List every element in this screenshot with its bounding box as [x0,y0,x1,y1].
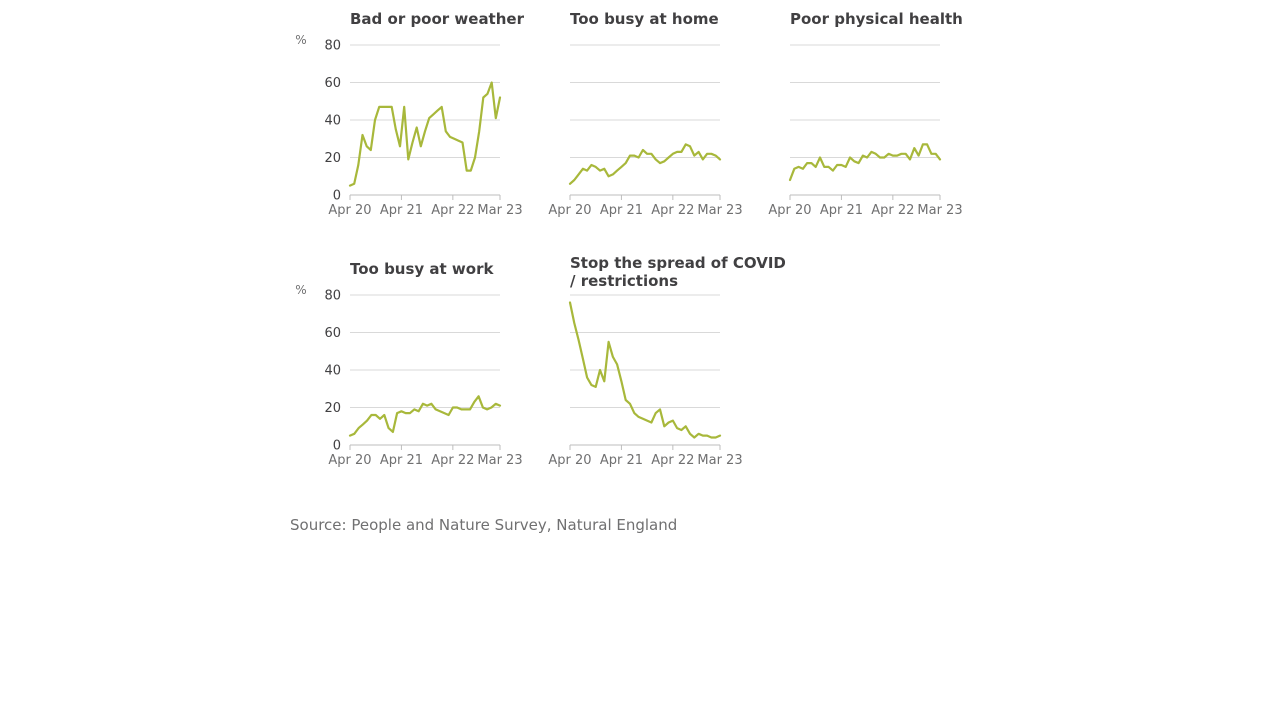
panel-title: Too busy at work [350,260,494,278]
y-axis-unit: % [295,33,306,47]
series-line [348,81,502,187]
panel-title: Bad or poor weather [350,10,525,28]
x-tick-label: Apr 22 [431,453,474,468]
chart-panel-5: Stop the spread of COVID/ restrictions Ap… [548,254,785,468]
x-tick-label: Mar 23 [917,203,962,218]
x-tick-label: Apr 20 [768,203,811,218]
series-line [348,395,502,437]
chart-panel-2: Too busy at home Apr 20 Apr 21 Apr 22 Mar 23 [548,10,742,218]
series-line [568,301,722,439]
x-tick-label: Apr 22 [651,203,694,218]
y-tick-label: 80 [324,39,341,54]
y-tick-label: 80 [324,289,341,304]
y-tick-label: 20 [324,401,341,416]
series-line [788,143,942,182]
y-tick-label: 0 [333,189,341,204]
x-tick-label: Mar 23 [477,203,522,218]
x-tick-label: Apr 21 [600,453,643,468]
chart-panel-1: Bad or poor weather 0 20 40 60 80% Apr 20 Apr 2… [295,10,524,218]
chart-panel-4: Too busy at work 0 20 40 60 80% Apr 20 Apr 21 Ap… [295,260,522,468]
y-tick-label: 40 [324,364,341,379]
panel-title: Stop the spread of COVID [570,254,786,272]
x-tick-label: Mar 23 [697,453,742,468]
x-tick-label: Apr 20 [328,453,371,468]
x-tick-label: Apr 20 [548,203,591,218]
x-tick-label: Apr 21 [600,203,643,218]
y-tick-label: 0 [333,439,341,454]
x-tick-label: Apr 21 [380,203,423,218]
x-tick-label: Apr 22 [871,203,914,218]
y-axis-unit: % [295,283,306,297]
x-tick-label: Apr 22 [431,203,474,218]
y-tick-label: 60 [324,326,341,341]
y-tick-label: 40 [324,114,341,129]
panel-title: Poor physical health [790,10,963,28]
x-tick-label: Mar 23 [477,453,522,468]
y-tick-label: 20 [324,151,341,166]
x-tick-label: Apr 21 [380,453,423,468]
panel-title: Too busy at home [570,10,719,28]
y-tick-label: 60 [324,76,341,91]
chart-panel-3: Poor physical health Apr 20 Apr 21 Apr 22 Ma… [768,10,962,218]
x-tick-label: Apr 20 [328,203,371,218]
x-tick-label: Apr 21 [820,203,863,218]
source-note: Source: People and Nature Survey, Natura… [290,516,678,534]
panel-title: / restrictions [570,272,678,290]
series-line [568,143,722,185]
x-tick-label: Mar 23 [697,203,742,218]
x-tick-label: Apr 22 [651,453,694,468]
x-tick-label: Apr 20 [548,453,591,468]
